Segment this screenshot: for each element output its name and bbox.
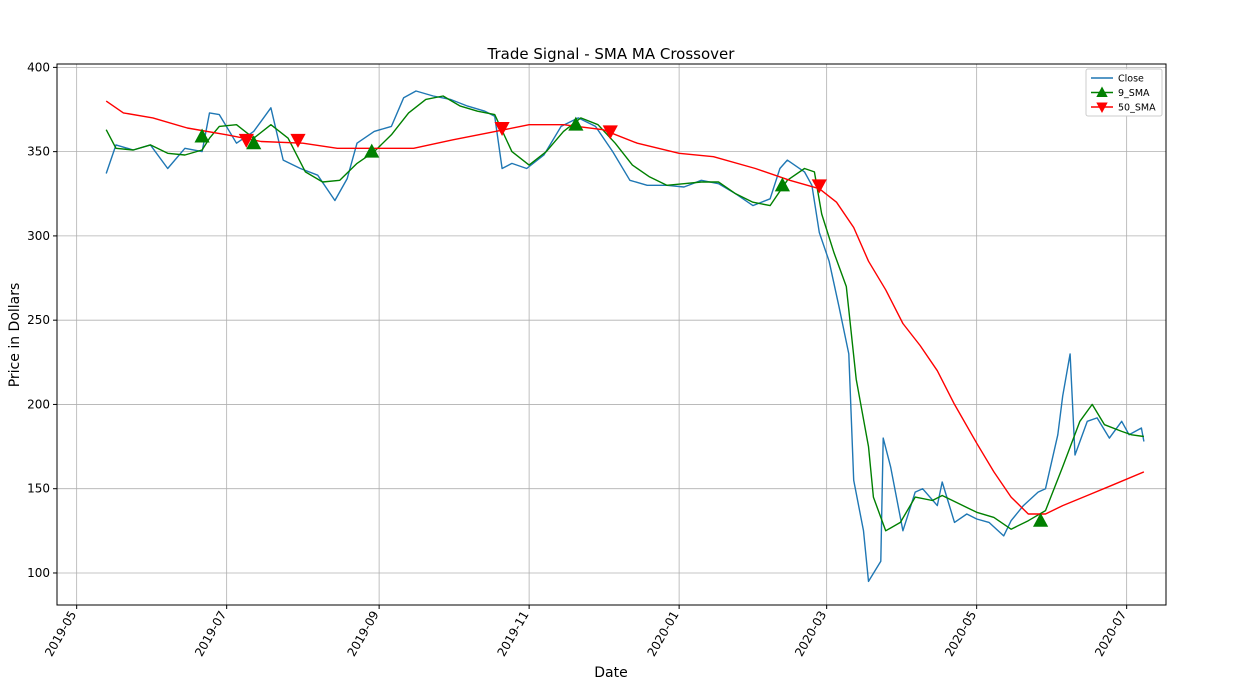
- sell-signal-marker: [602, 125, 618, 140]
- y-tick-label: 300: [27, 229, 50, 243]
- x-axis-label: Date: [594, 665, 627, 681]
- x-axis-ticks: 2019-05 2019-07 2019-09 2019-11 2020-01 2020-…: [42, 605, 1129, 659]
- buy-signal-marker: [194, 128, 210, 143]
- y-tick-label: 250: [27, 313, 50, 327]
- series-line-50-sma: [105, 100, 1145, 515]
- plot-frame: [56, 63, 1167, 606]
- chart-title: Trade Signal - SMA MA Crossover: [487, 45, 736, 63]
- series-line-9-sma: [105, 95, 1144, 532]
- legend-label: 9_SMA: [1118, 88, 1150, 99]
- buy-signal-marker: [364, 143, 380, 158]
- x-tick-label: 2020-03: [792, 609, 829, 659]
- legend: Close 9_SMA 50_SMA: [1085, 68, 1163, 117]
- y-tick-label: 100: [27, 566, 50, 580]
- y-axis-ticks: 100 150 200 250 300 350 400: [27, 60, 57, 580]
- buy-signal-marker: [568, 116, 584, 131]
- y-axis-label: Price in Dollars: [7, 283, 23, 388]
- buy-signal-marker: [1032, 512, 1049, 527]
- signal-markers: [194, 116, 1049, 527]
- legend-label: 50_SMA: [1118, 103, 1156, 114]
- legend-triangle-down-icon: [1096, 102, 1108, 113]
- sell-signal-marker: [290, 133, 306, 148]
- x-tick-label: 2020-05: [942, 608, 979, 658]
- x-tick-label: 2019-07: [192, 609, 229, 659]
- sell-signal-marker: [238, 133, 254, 148]
- y-tick-label: 400: [27, 60, 50, 74]
- y-tick-label: 150: [27, 482, 50, 496]
- x-tick-label: 2020-01: [645, 609, 682, 659]
- legend-triangle-up-icon: [1096, 86, 1108, 97]
- y-tick-label: 350: [27, 145, 50, 159]
- x-tick-label: 2019-11: [495, 609, 532, 659]
- buy-signal-marker: [246, 135, 262, 150]
- x-tick-label: 2020-07: [1092, 609, 1129, 659]
- series-line-close: [105, 90, 1145, 583]
- legend-label: Close: [1118, 74, 1144, 85]
- x-tick-label: 2019-05: [42, 609, 79, 659]
- sell-signal-marker: [494, 122, 510, 137]
- series-group: [105, 90, 1145, 583]
- buy-signal-marker: [774, 177, 790, 192]
- sell-signal-marker: [811, 179, 827, 194]
- grid-lines: [57, 64, 1166, 605]
- y-tick-label: 200: [27, 397, 50, 411]
- x-tick-label: 2019-09: [345, 609, 382, 659]
